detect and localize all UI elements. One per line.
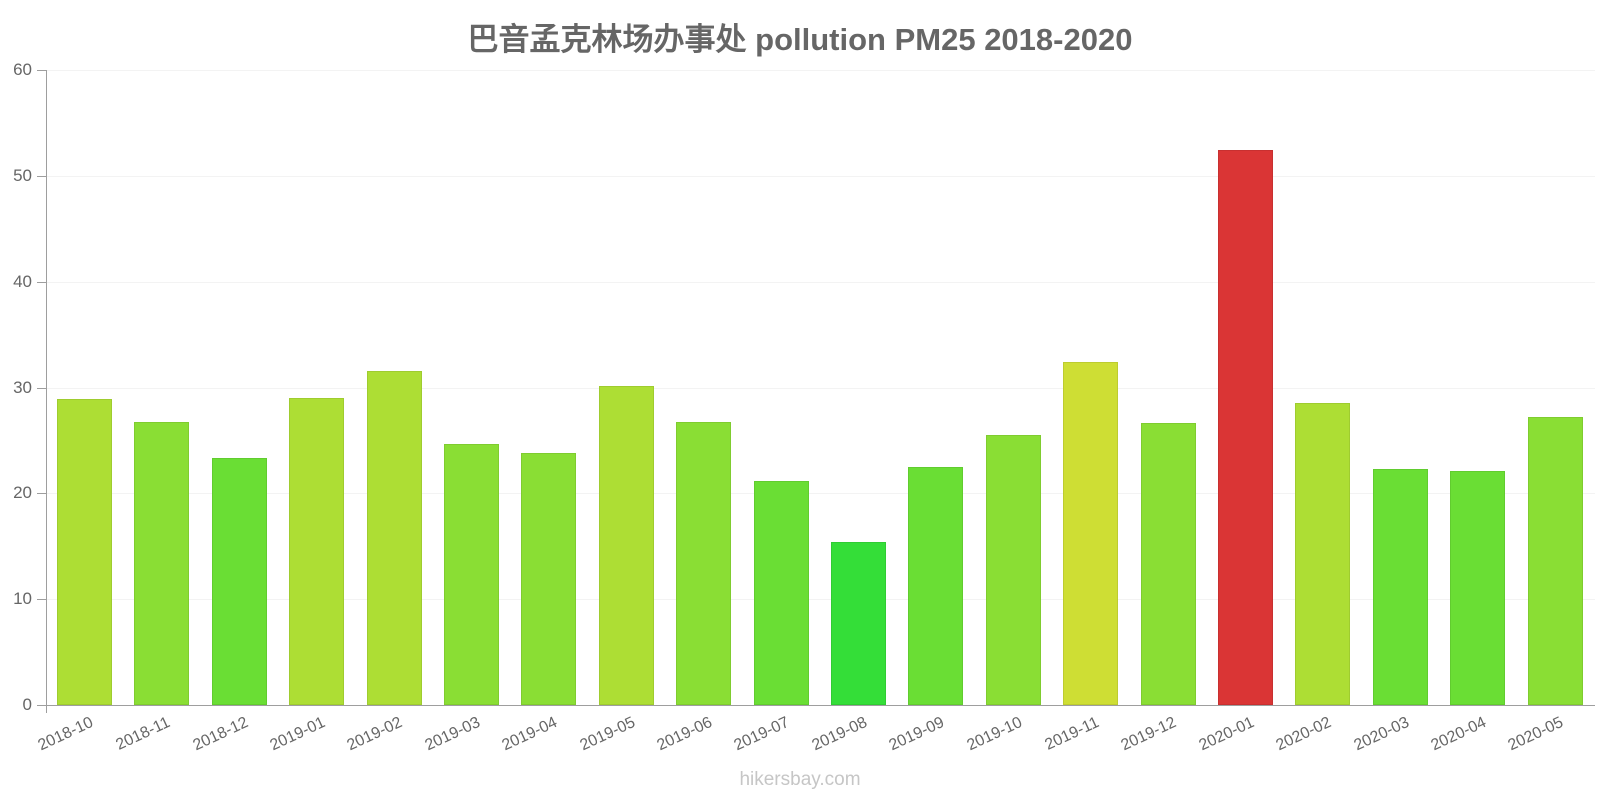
bar-2019-10 <box>985 435 1041 705</box>
x-tick-label: 2019-11 <box>1042 714 1102 754</box>
y-tick-label: 0 <box>22 695 32 714</box>
chart-title: 巴音孟克林场办事处 pollution PM25 2018-2020 <box>467 22 1133 57</box>
gridline <box>47 387 1595 389</box>
x-tick-label: 2019-07 <box>731 714 793 755</box>
y-tick-mark <box>37 599 46 601</box>
y-tick-label: 40 <box>13 271 32 291</box>
y-tick-mark <box>37 70 46 71</box>
bar-2019-12 <box>1140 423 1196 705</box>
bar-2018-11 <box>134 422 190 705</box>
x-tick-label: 2019-10 <box>964 714 1025 755</box>
gridline <box>47 281 1595 283</box>
bar-2020-03 <box>1372 468 1428 705</box>
bar-2019-08 <box>831 542 886 705</box>
x-tick-label: 2019-08 <box>809 714 870 755</box>
x-tick-label: 2019-06 <box>654 714 715 755</box>
source-watermark: hikersbay.com <box>739 769 861 790</box>
bar-2018-12 <box>211 458 267 705</box>
y-tick-label: 30 <box>13 377 32 397</box>
bar-2019-06 <box>676 422 732 705</box>
bar-2020-01 <box>1218 150 1273 705</box>
x-tick-label: 2019-02 <box>344 714 406 755</box>
bar-2019-09 <box>908 466 964 705</box>
x-tick-label: 2020-03 <box>1351 714 1412 755</box>
x-tick-label: 2019-09 <box>886 714 948 755</box>
x-tick-label: 2018-11 <box>113 714 174 754</box>
x-tick-label: 2020-05 <box>1505 714 1567 755</box>
y-tick-label: 60 <box>13 60 32 79</box>
x-axis-line <box>37 705 1595 706</box>
bar-2019-07 <box>753 480 809 705</box>
x-tick-label: 2019-05 <box>577 714 638 755</box>
y-axis-line <box>46 70 47 713</box>
y-tick-mark <box>37 175 46 177</box>
y-tick-label: 20 <box>13 483 32 503</box>
bar-2019-04 <box>521 453 577 705</box>
x-tick-label: 2020-01 <box>1196 714 1257 755</box>
gridline <box>47 599 1595 601</box>
bar-2019-02 <box>366 370 422 705</box>
x-tick-label: 2019-04 <box>499 714 561 755</box>
bar-2020-05 <box>1527 417 1583 705</box>
x-tick-label: 2018-12 <box>190 714 251 755</box>
y-tick-mark <box>37 281 46 283</box>
x-tick-label: 2019-01 <box>267 714 328 755</box>
bar-2020-04 <box>1450 471 1506 705</box>
x-tick-label: 2020-04 <box>1428 714 1489 755</box>
x-tick-label: 2020-02 <box>1273 714 1335 755</box>
y-tick-label: 50 <box>13 165 32 185</box>
y-tick-mark <box>37 387 46 389</box>
bar-2018-10 <box>57 399 112 705</box>
bar-2019-11 <box>1063 362 1119 705</box>
x-tick-label: 2018-10 <box>35 714 96 755</box>
gridline <box>47 70 1595 71</box>
y-tick-label: 10 <box>13 589 32 609</box>
x-tick-label: 2019-12 <box>1118 714 1180 755</box>
bar-2019-01 <box>289 398 345 705</box>
x-tick-label: 2019-03 <box>422 714 483 755</box>
gridline <box>47 493 1595 495</box>
gridline <box>47 175 1595 177</box>
y-tick-mark <box>37 493 46 495</box>
bar-2019-05 <box>598 386 654 705</box>
bar-2019-03 <box>444 443 499 705</box>
bar-2020-02 <box>1295 403 1351 705</box>
